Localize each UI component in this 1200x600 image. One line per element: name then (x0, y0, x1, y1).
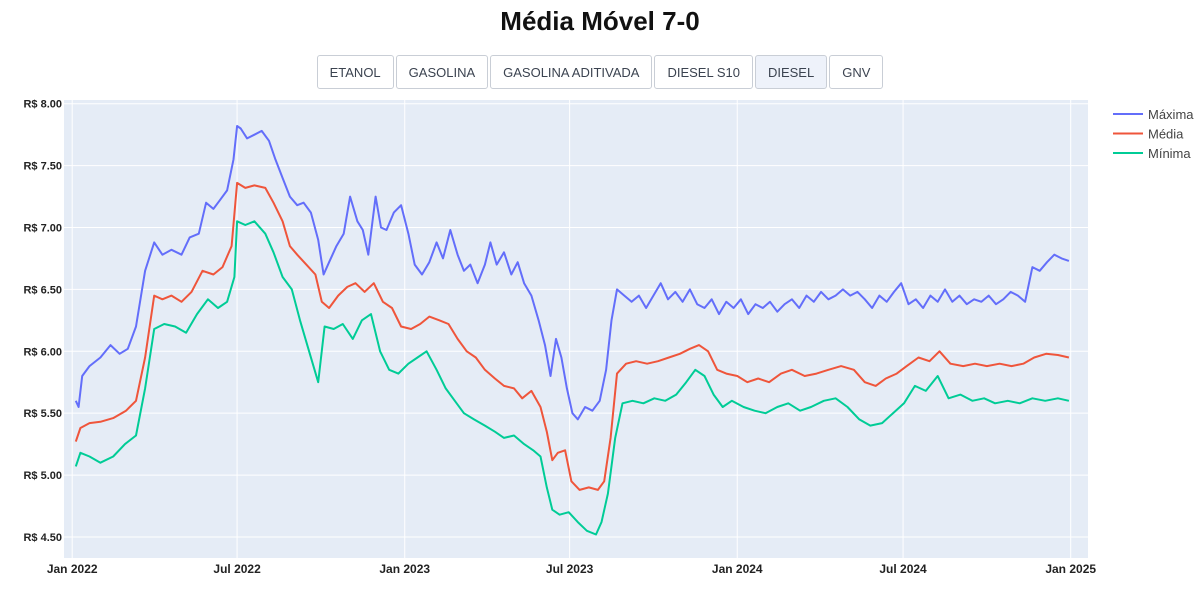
y-tick-label: R$ 6.50 (23, 284, 62, 296)
y-tick-label: R$ 6.00 (23, 346, 62, 358)
x-tick-label: Jan 2025 (1045, 562, 1096, 576)
series-line-minima (74, 220, 1070, 536)
tab-diesel[interactable]: DIESEL (754, 55, 828, 89)
x-tick-label: Jul 2023 (546, 562, 594, 576)
x-axis: Jan 2022 Jul 2022 Jan 2023 Jul 2023 Jan 2024… (47, 562, 1097, 576)
fuel-type-tabs: ETANOL GASOLINA GASOLINA ADITIVADA DIESE… (0, 55, 1200, 89)
tab-gasolina-aditivada[interactable]: GASOLINA ADITIVADA (490, 55, 653, 89)
tab-etanol[interactable]: ETANOL (316, 55, 394, 89)
y-gridlines (64, 103, 1088, 538)
legend-label: Mínima (1148, 146, 1191, 161)
x-tick-label: Jan 2023 (379, 562, 430, 576)
series-lines (74, 125, 1070, 536)
y-tick-label: R$ 5.50 (23, 408, 62, 420)
series-line-maxima (74, 125, 1070, 421)
x-tick-label: Jan 2022 (47, 562, 98, 576)
x-tick-label: Jul 2024 (879, 562, 927, 576)
legend[interactable]: Máxima Média Mínima (1113, 107, 1194, 161)
legend-item[interactable]: Mínima (1113, 146, 1191, 161)
series-line-media (74, 181, 1070, 491)
y-tick-label: R$ 7.50 (23, 161, 62, 173)
tab-gnv[interactable]: GNV (829, 55, 884, 89)
y-axis: R$ 4.50 R$ 5.00 R$ 5.50 R$ 6.00 R$ 6.50 R$ 7.… (23, 99, 62, 544)
chart-title: Média Móvel 7-0 (500, 6, 700, 36)
y-tick-label: R$ 5.00 (23, 470, 62, 482)
tab-diesel-s10[interactable]: DIESEL S10 (654, 55, 753, 89)
legend-item[interactable]: Média (1113, 127, 1184, 142)
x-gridlines (71, 100, 1072, 558)
y-tick-label: R$ 8.00 (23, 99, 62, 111)
tab-gasolina[interactable]: GASOLINA (395, 55, 489, 89)
plot-area (64, 100, 1088, 558)
y-tick-label: R$ 4.50 (23, 532, 62, 544)
y-tick-label: R$ 7.00 (23, 222, 62, 234)
x-tick-label: Jan 2024 (712, 562, 763, 576)
x-tick-label: Jul 2022 (213, 562, 261, 576)
legend-label: Média (1148, 127, 1184, 142)
legend-item[interactable]: Máxima (1113, 107, 1194, 122)
legend-label: Máxima (1148, 107, 1194, 122)
